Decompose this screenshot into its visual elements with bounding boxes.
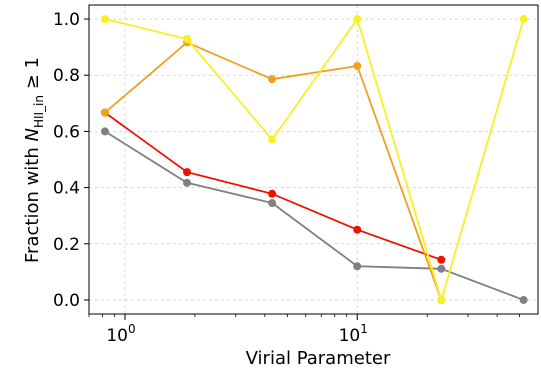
data-point xyxy=(353,61,362,70)
data-point xyxy=(519,15,528,24)
y-axis-label-prefix: Fraction with xyxy=(22,142,43,263)
data-point xyxy=(268,189,277,198)
x-axis: 100 101 xyxy=(88,314,521,346)
y-axis-label-suffix: ≥ 1 xyxy=(22,57,43,95)
data-point xyxy=(183,34,192,43)
data-point xyxy=(353,262,362,271)
data-point xyxy=(183,178,192,187)
data-point xyxy=(353,225,362,234)
data-point xyxy=(437,264,446,273)
data-point xyxy=(437,255,446,264)
y-tick-label: 0.6 xyxy=(53,122,80,142)
x-tick-label: 101 xyxy=(339,322,368,346)
y-axis-label-var: N xyxy=(22,128,43,141)
data-point xyxy=(268,135,277,144)
plot-frame xyxy=(88,4,539,315)
data-point xyxy=(268,75,277,84)
grid xyxy=(89,5,538,314)
data-point xyxy=(268,199,277,208)
y-axis-label-sub: HII_in xyxy=(32,95,46,128)
series-group xyxy=(100,15,528,304)
y-tick-label: 1.0 xyxy=(53,10,80,30)
y-tick-label: 0.4 xyxy=(53,179,80,199)
series-line xyxy=(104,16,525,304)
y-axis: 0.0 0.2 0.4 0.6 0.8 1.0 xyxy=(53,10,89,311)
x-tick-label: 100 xyxy=(106,322,135,346)
data-point xyxy=(100,15,109,24)
data-point xyxy=(100,127,109,136)
y-tick-label: 0.8 xyxy=(53,66,80,86)
x-axis-label: Virial Parameter xyxy=(246,348,391,368)
series-line xyxy=(104,130,524,301)
data-point xyxy=(437,295,446,304)
data-point xyxy=(519,295,528,304)
y-tick-label: 0.2 xyxy=(53,235,80,255)
y-tick-label: 0.0 xyxy=(53,291,80,311)
series-line xyxy=(104,111,442,261)
data-point xyxy=(183,168,192,177)
y-axis-label: Fraction with NHII_in ≥ 1 xyxy=(22,57,46,263)
data-point xyxy=(353,15,362,24)
data-point xyxy=(100,108,109,117)
